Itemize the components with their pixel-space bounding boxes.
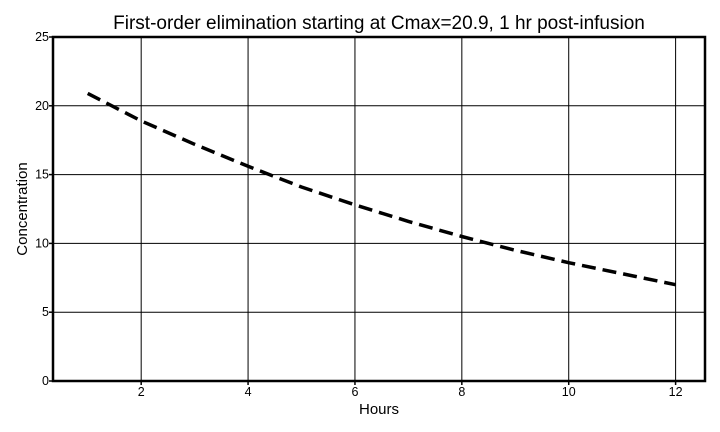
y-tick-label: 0 [42,374,49,388]
series-line-0 [86,91,676,287]
x-tick-label: 10 [562,385,576,399]
x-tick-label: 8 [458,385,465,399]
y-tick-label: 15 [35,168,49,182]
chart-title: First-order elimination starting at Cmax… [113,13,645,34]
grid-layer [53,37,705,381]
plot-frame [51,35,707,383]
x-axis-label: Hours [359,401,399,418]
x-tick-label: 6 [351,385,358,399]
x-tick-label: 4 [245,385,252,399]
y-tick-label: 20 [35,99,49,113]
x-tick-label: 2 [138,385,145,399]
series-layer [86,91,676,287]
y-tick-label: 25 [35,30,49,44]
tick-layer: 2 4 6 8 10 12 0 5 10 15 20 25 [35,30,683,399]
y-tick-label: 10 [35,236,49,250]
x-tick-label: 12 [669,385,683,399]
y-axis-label: Concentration [14,162,31,255]
y-tick-label: 5 [42,305,49,319]
